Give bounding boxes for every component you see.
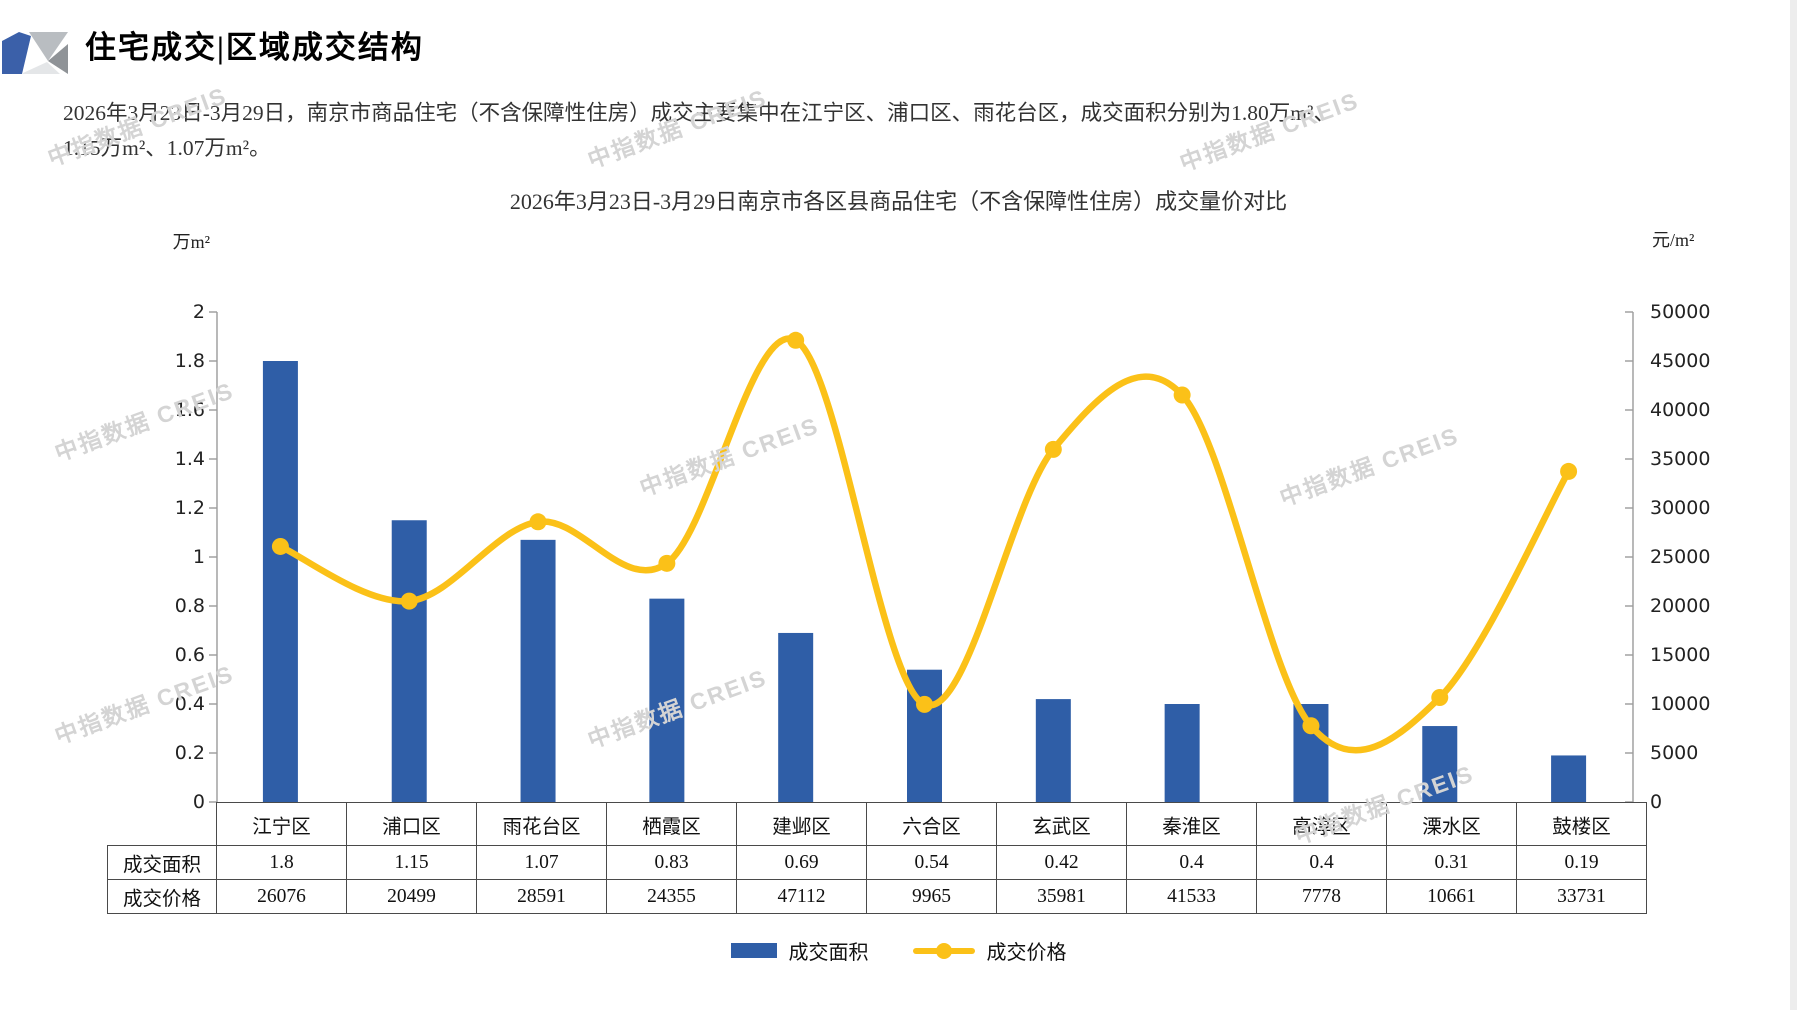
price-marker-雨花台区 bbox=[529, 513, 547, 531]
left-axis-tick-label: 0.8 bbox=[174, 595, 205, 617]
left-axis-tick-label: 1 bbox=[192, 546, 205, 568]
summary-text: 2026年3月23日-3月29日，南京市商品住宅（不含保障性住房）成交主要集中在… bbox=[63, 96, 1753, 166]
table-cell: 1.8 bbox=[216, 845, 347, 880]
price-marker-栖霞区 bbox=[658, 554, 676, 572]
table-cell: 0.54 bbox=[866, 845, 997, 880]
right-axis-tick-label: 20000 bbox=[1650, 595, 1711, 617]
table-cell: 10661 bbox=[1386, 879, 1517, 914]
table-cell: 0.31 bbox=[1386, 845, 1517, 880]
bar-浦口区 bbox=[391, 520, 427, 802]
price-dot-icon bbox=[935, 942, 952, 959]
price-marker-高淳区 bbox=[1302, 717, 1320, 735]
price-marker-秦淮区 bbox=[1173, 386, 1191, 404]
table-cell: 24355 bbox=[606, 879, 737, 914]
price-marker-江宁区 bbox=[271, 537, 289, 555]
table-cell: 0.4 bbox=[1256, 845, 1387, 880]
page-edge-strip bbox=[1790, 0, 1797, 1010]
price-marker-鼓楼区 bbox=[1560, 462, 1578, 480]
price-marker-浦口区 bbox=[400, 592, 418, 610]
table-cell: 28591 bbox=[476, 879, 607, 914]
table-cell: 1.15 bbox=[346, 845, 477, 880]
chart-legend: 成交面积 成交价格 bbox=[0, 936, 1797, 965]
table-cell: 9965 bbox=[866, 879, 997, 914]
table-cell: 26076 bbox=[216, 879, 347, 914]
chart-title: 2026年3月23日-3月29日南京市各区县商品住宅（不含保障性住房）成交量价对… bbox=[509, 189, 1288, 214]
price-marker-溧水区 bbox=[1431, 689, 1449, 707]
right-axis-tick-label: 5000 bbox=[1650, 742, 1699, 764]
bar-建邺区 bbox=[778, 632, 814, 802]
right-axis-tick-label: 0 bbox=[1650, 791, 1663, 813]
bar-江宁区 bbox=[262, 361, 298, 802]
table-category-cell: 鼓楼区 bbox=[1516, 802, 1647, 846]
table-category-cell: 建邺区 bbox=[736, 802, 867, 846]
table-cell: 20499 bbox=[346, 879, 477, 914]
legend-label-area: 成交面积 bbox=[788, 942, 869, 964]
table-cell: 0.42 bbox=[996, 845, 1127, 880]
table-cell: 0.83 bbox=[606, 845, 737, 880]
summary-line-1: 2026年3月23日-3月29日，南京市商品住宅（不含保障性住房）成交主要集中在… bbox=[63, 101, 1335, 125]
table-row-header: 成交面积 bbox=[107, 845, 217, 880]
left-axis-tick-label: 1.4 bbox=[174, 448, 205, 470]
left-axis-tick-label: 1.2 bbox=[174, 497, 205, 519]
table-category-cell: 溧水区 bbox=[1386, 802, 1517, 846]
right-axis-tick-label: 50000 bbox=[1650, 301, 1711, 323]
legend-item-area: 成交面积 bbox=[730, 936, 869, 965]
right-axis-tick-label: 45000 bbox=[1650, 350, 1711, 372]
right-axis-tick-label: 15000 bbox=[1650, 644, 1711, 666]
right-axis-tick-label: 10000 bbox=[1650, 693, 1711, 715]
table-cell: 1.07 bbox=[476, 845, 607, 880]
bar-雨花台区 bbox=[520, 539, 556, 802]
right-axis-tick-label: 25000 bbox=[1650, 546, 1711, 568]
bar-鼓楼区 bbox=[1551, 755, 1587, 802]
table-category-cell: 雨花台区 bbox=[476, 802, 607, 846]
left-axis-tick-label: 0 bbox=[192, 791, 205, 813]
bar-栖霞区 bbox=[649, 598, 685, 802]
area-series-swatch bbox=[730, 943, 777, 958]
price-series-swatch bbox=[912, 942, 975, 960]
page-title: 住宅成交|区域成交结构 bbox=[85, 30, 424, 65]
bar-秦淮区 bbox=[1164, 704, 1200, 802]
table-row-header: 成交价格 bbox=[107, 879, 217, 914]
summary-line-2: 1.15万m²、1.07万m²。 bbox=[63, 136, 271, 160]
price-marker-建邺区 bbox=[787, 331, 805, 349]
left-axis-tick-label: 0.6 bbox=[174, 644, 205, 666]
table-cell: 33731 bbox=[1516, 879, 1647, 914]
legend-item-price: 成交价格 bbox=[912, 936, 1067, 965]
table-category-cell: 江宁区 bbox=[216, 802, 347, 846]
table-category-cell: 秦淮区 bbox=[1126, 802, 1257, 846]
right-axis-tick-label: 35000 bbox=[1650, 448, 1711, 470]
left-axis-tick-label: 1.6 bbox=[174, 399, 205, 421]
table-cell: 7778 bbox=[1256, 879, 1387, 914]
table-corner-blank bbox=[108, 803, 217, 846]
right-axis-tick-label: 40000 bbox=[1650, 399, 1711, 421]
left-axis-tick-label: 0.2 bbox=[174, 742, 205, 764]
legend-label-price: 成交价格 bbox=[986, 942, 1067, 964]
table-cell: 0.4 bbox=[1126, 845, 1257, 880]
table-cell: 0.69 bbox=[736, 845, 867, 880]
table-category-cell: 高淳区 bbox=[1256, 802, 1387, 846]
table-category-cell: 栖霞区 bbox=[606, 802, 737, 846]
left-axis-unit: 万m² bbox=[172, 232, 210, 252]
price-marker-六合区 bbox=[916, 695, 933, 713]
bar-玄武区 bbox=[1035, 699, 1071, 802]
right-axis-tick-label: 30000 bbox=[1650, 497, 1711, 519]
logo-icon bbox=[2, 32, 68, 74]
left-axis-tick-label: 2 bbox=[192, 301, 205, 323]
left-axis-tick-label: 0.4 bbox=[174, 693, 205, 715]
table-cell: 41533 bbox=[1126, 879, 1257, 914]
table-cell: 0.19 bbox=[1516, 845, 1647, 880]
table-cell: 47112 bbox=[736, 879, 867, 914]
table-category-cell: 六合区 bbox=[866, 802, 997, 846]
bar-溧水区 bbox=[1422, 726, 1458, 802]
table-category-cell: 浦口区 bbox=[346, 802, 477, 846]
right-axis-unit: 元/m² bbox=[1652, 230, 1695, 250]
price-marker-玄武区 bbox=[1044, 440, 1062, 458]
table-cell: 35981 bbox=[996, 879, 1127, 914]
data-table: 江宁区 浦口区 雨花台区 栖霞区 建邺区 六合区 玄武区 秦淮区 高淳区 溧水区 鼓楼区 成交面积 1.… bbox=[107, 802, 1647, 914]
table-category-cell: 玄武区 bbox=[996, 802, 1127, 846]
left-axis-tick-label: 1.8 bbox=[174, 350, 205, 372]
